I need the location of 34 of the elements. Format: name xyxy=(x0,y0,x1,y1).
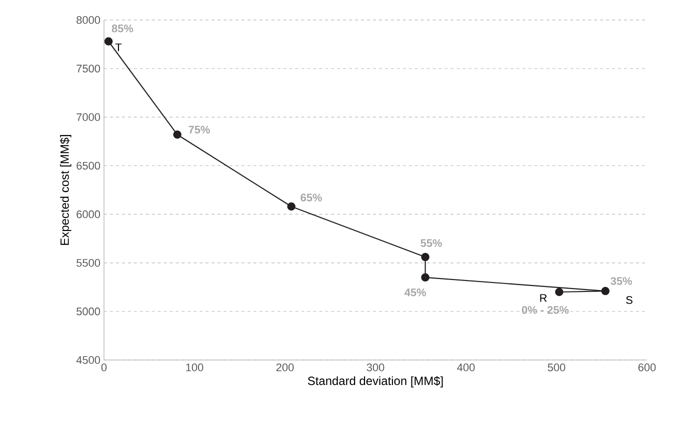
annotation: 35% xyxy=(610,277,632,285)
x-tick-label: 600 xyxy=(638,364,656,372)
y-tick-label: 6000 xyxy=(76,210,100,218)
annotation: 75% xyxy=(188,126,210,134)
y-tick-label: 7500 xyxy=(76,64,100,72)
point xyxy=(173,130,182,139)
y-tick-label: 8000 xyxy=(76,16,100,24)
y-tick-label: 7000 xyxy=(76,113,100,122)
x-tick-label: 400 xyxy=(457,364,475,372)
annotation: 45% xyxy=(404,288,426,296)
point xyxy=(601,286,610,296)
y-axis-title: Expected cost [MM$] xyxy=(60,135,72,245)
x-tick-label: 0 xyxy=(101,364,107,372)
y-tick-label: 5000 xyxy=(76,308,100,316)
point xyxy=(555,288,564,296)
x-tick-label: 500 xyxy=(548,364,566,372)
point xyxy=(287,202,296,211)
y-tick-label: 4500 xyxy=(76,356,100,364)
x-axis-title: Standard deviation [MM$] xyxy=(308,376,443,388)
point xyxy=(421,252,430,262)
annotation: 0% - 25% xyxy=(522,306,569,314)
annotation: 85% xyxy=(112,24,134,32)
annotation: S xyxy=(626,296,632,304)
x-tick-label: 100 xyxy=(186,364,204,372)
y-tick-label: 6500 xyxy=(76,162,100,170)
y-tick-label: 5500 xyxy=(76,258,100,267)
x-tick-label: 300 xyxy=(366,364,384,372)
annotation: T xyxy=(115,44,122,52)
annotation: R xyxy=(540,294,547,302)
x-tick-label: 200 xyxy=(276,364,294,372)
point xyxy=(104,37,113,46)
point xyxy=(421,273,430,282)
annotation: 65% xyxy=(300,194,322,202)
annotation: 55% xyxy=(420,239,442,247)
